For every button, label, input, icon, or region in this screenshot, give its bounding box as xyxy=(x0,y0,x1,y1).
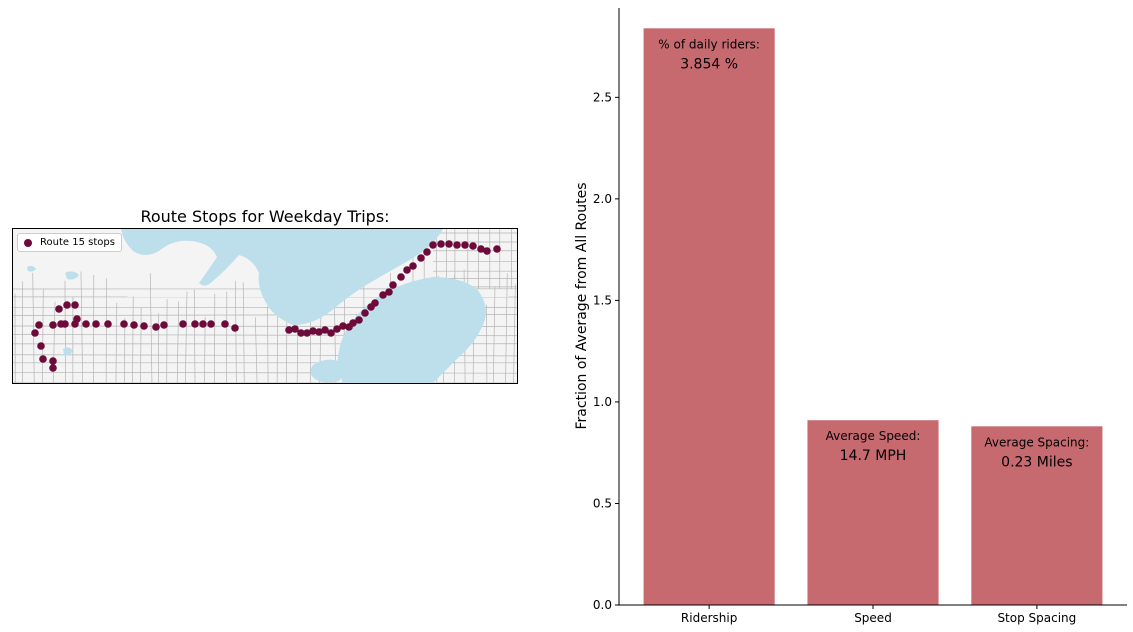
route-stop-marker xyxy=(207,320,215,328)
lake-wingra xyxy=(310,359,343,383)
route-stop-marker xyxy=(385,288,393,296)
bar-annotation-label: Average Spacing: xyxy=(984,435,1089,449)
route-stop-marker xyxy=(160,321,168,329)
y-axis-label: Fraction of Average from All Routes xyxy=(574,183,590,430)
route-stop-marker xyxy=(339,322,347,330)
pond-2 xyxy=(27,265,36,272)
pond-4 xyxy=(63,347,73,356)
route-stop-marker xyxy=(349,319,357,327)
route-stop-marker xyxy=(417,254,425,262)
route-map-canvas xyxy=(13,229,517,383)
bar-speed xyxy=(807,420,939,605)
route-stop-marker xyxy=(315,328,323,336)
route-stop-marker xyxy=(61,320,69,328)
route-stop-marker xyxy=(461,241,469,249)
route-stop-marker xyxy=(403,266,411,274)
route-map: Route 15 stops xyxy=(12,228,518,384)
route-stop-marker xyxy=(285,326,293,334)
route-stop-marker xyxy=(437,240,445,248)
pond-3 xyxy=(437,344,449,358)
route-stop-marker xyxy=(49,364,57,372)
route-stop-marker xyxy=(82,320,90,328)
route-stop-marker xyxy=(303,329,311,337)
route-stop-marker xyxy=(333,325,341,333)
route-stop-marker xyxy=(429,241,437,249)
bar-annotation-label: Average Speed: xyxy=(826,429,921,443)
route-stop-marker xyxy=(409,262,417,270)
route-map-panel: Route Stops for Weekday Trips: Route 15 … xyxy=(0,0,540,632)
route-stop-marker xyxy=(179,320,187,328)
x-ticks: Ridership Speed Stop Spacing xyxy=(681,605,1076,625)
y-ticks: 0.0 0.5 1.0 1.5 2.0 2.5 xyxy=(593,90,619,612)
y-tick-label: 1.5 xyxy=(593,293,612,307)
chart-annotations: % of daily riders: 3.854 % Average Speed: 1… xyxy=(658,37,1089,470)
map-legend: Route 15 stops xyxy=(17,233,122,252)
route-stop-marker xyxy=(63,301,71,309)
route-stop-marker xyxy=(104,320,112,328)
route-stop-marker xyxy=(355,316,363,324)
bar-annotation-value: 3.854 % xyxy=(680,56,738,72)
route-stop-marker xyxy=(361,309,369,317)
x-tick-label: Stop Spacing xyxy=(997,611,1076,625)
route-stop-marker xyxy=(493,245,501,253)
route-stop-marker xyxy=(31,329,39,337)
route-stop-marker xyxy=(231,324,239,332)
chart-bars xyxy=(643,28,1103,605)
route-stop-marker xyxy=(389,281,397,289)
route-stop-marker xyxy=(49,357,57,365)
y-tick-label: 2.5 xyxy=(593,90,612,104)
map-title: Route Stops for Weekday Trips: xyxy=(140,207,390,226)
bar-ridership xyxy=(643,28,775,605)
x-tick-label: Speed xyxy=(854,611,892,625)
route-stop-marker xyxy=(397,273,405,281)
route-stop-marker xyxy=(477,245,485,253)
bar-stop-spacing xyxy=(971,426,1103,605)
route-stop-marker xyxy=(371,299,379,307)
y-tick-label: 2.0 xyxy=(593,192,612,206)
legend-marker xyxy=(24,238,32,247)
y-tick-label: 0.0 xyxy=(593,598,612,612)
route-stop-marker xyxy=(221,320,229,328)
route-stop-marker xyxy=(445,240,453,248)
bar-annotation-value: 0.23 Miles xyxy=(1001,454,1072,470)
route-stop-marker xyxy=(321,326,329,334)
route-stop-marker xyxy=(71,301,79,309)
route-stop-marker xyxy=(130,321,138,329)
route-stop-marker xyxy=(453,241,461,249)
route-stop-marker xyxy=(120,320,128,328)
legend-label: Route 15 stops xyxy=(40,237,115,248)
route-stop-marker xyxy=(469,242,477,250)
route-stop-marker xyxy=(423,248,431,256)
pond-1 xyxy=(65,271,79,280)
y-tick-label: 0.5 xyxy=(593,496,612,510)
route-stop-marker xyxy=(55,305,63,313)
route-stop-marker xyxy=(73,315,81,323)
bar-annotation-label: % of daily riders: xyxy=(658,37,760,51)
route-stop-marker xyxy=(291,325,299,333)
lake-mendota xyxy=(121,229,443,325)
route-stop-marker xyxy=(297,329,305,337)
route-stop-marker xyxy=(152,323,160,331)
route-stop-marker xyxy=(199,320,207,328)
route-stop-marker xyxy=(140,322,148,330)
bar-chart: % of daily riders: 3.854 % Average Speed: 1… xyxy=(574,8,1127,625)
route-stop-marker xyxy=(37,342,45,350)
route-stop-marker xyxy=(327,329,335,337)
route-stop-marker xyxy=(92,320,100,328)
route-stop-marker xyxy=(379,291,387,299)
route-stop-marker xyxy=(39,355,47,363)
route-stop-marker xyxy=(35,321,43,329)
route-stop-marker xyxy=(309,327,317,335)
route-stop-marker xyxy=(49,321,57,329)
route-stop-marker xyxy=(483,247,491,255)
x-tick-label: Ridership xyxy=(681,611,737,625)
route-stops xyxy=(31,240,501,372)
y-tick-label: 1.0 xyxy=(593,395,612,409)
bar-annotation-value: 14.7 MPH xyxy=(840,448,907,464)
route-stop-marker xyxy=(191,320,199,328)
